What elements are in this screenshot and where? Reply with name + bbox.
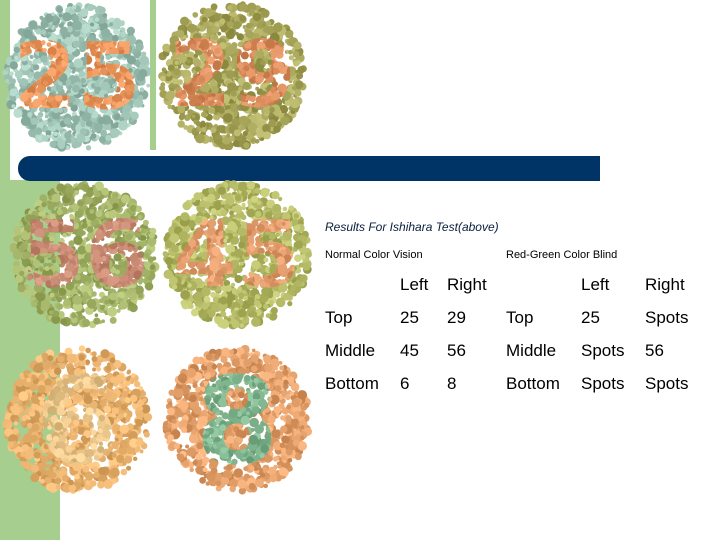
normal-row-right: 8 xyxy=(447,374,457,393)
normal-row-right: 29 xyxy=(447,308,466,327)
normal-row-label: Top xyxy=(325,308,353,327)
ishihara-plate-6: 6 xyxy=(2,345,152,495)
colorblind-col-left: Left xyxy=(581,275,610,294)
normal-col-right: Right xyxy=(447,275,487,294)
normal-vision-label: Normal Color Vision xyxy=(325,249,423,261)
colorblind-row-label: Bottom xyxy=(506,374,560,393)
normal-row-label: Bottom xyxy=(325,374,379,393)
ishihara-plate-29: 29 xyxy=(157,0,307,150)
ishihara-plate-25: 25 xyxy=(2,2,152,152)
colorblind-label: Red-Green Color Blind xyxy=(506,249,618,261)
normal-row-label: Middle xyxy=(325,341,376,360)
slide-title-bar xyxy=(18,156,600,181)
colorblind-row-label: Middle xyxy=(506,341,557,360)
slide-accent-bar xyxy=(0,0,10,180)
slide-accent-divider xyxy=(150,0,156,150)
ishihara-plate-8: 8 xyxy=(162,345,312,495)
normal-row-left: 25 xyxy=(400,308,419,327)
colorblind-row-left: Spots xyxy=(581,341,625,360)
normal-col-left: Left xyxy=(400,275,429,294)
normal-row-left: 45 xyxy=(400,341,419,360)
results-heading: Results For Ishihara Test(above) xyxy=(325,220,499,234)
colorblind-row-left: Spots xyxy=(581,374,625,393)
colorblind-row-left: 25 xyxy=(581,308,600,327)
ishihara-plate-45: 45 xyxy=(162,180,312,330)
colorblind-row-right: 56 xyxy=(645,341,664,360)
normal-row-right: 56 xyxy=(447,341,466,360)
ishihara-plate-56: 56 xyxy=(10,180,160,330)
colorblind-row-right: Spots xyxy=(645,374,689,393)
colorblind-col-right: Right xyxy=(645,275,685,294)
colorblind-row-label: Top xyxy=(506,308,534,327)
normal-row-left: 6 xyxy=(400,374,410,393)
colorblind-row-right: Spots xyxy=(645,308,689,327)
